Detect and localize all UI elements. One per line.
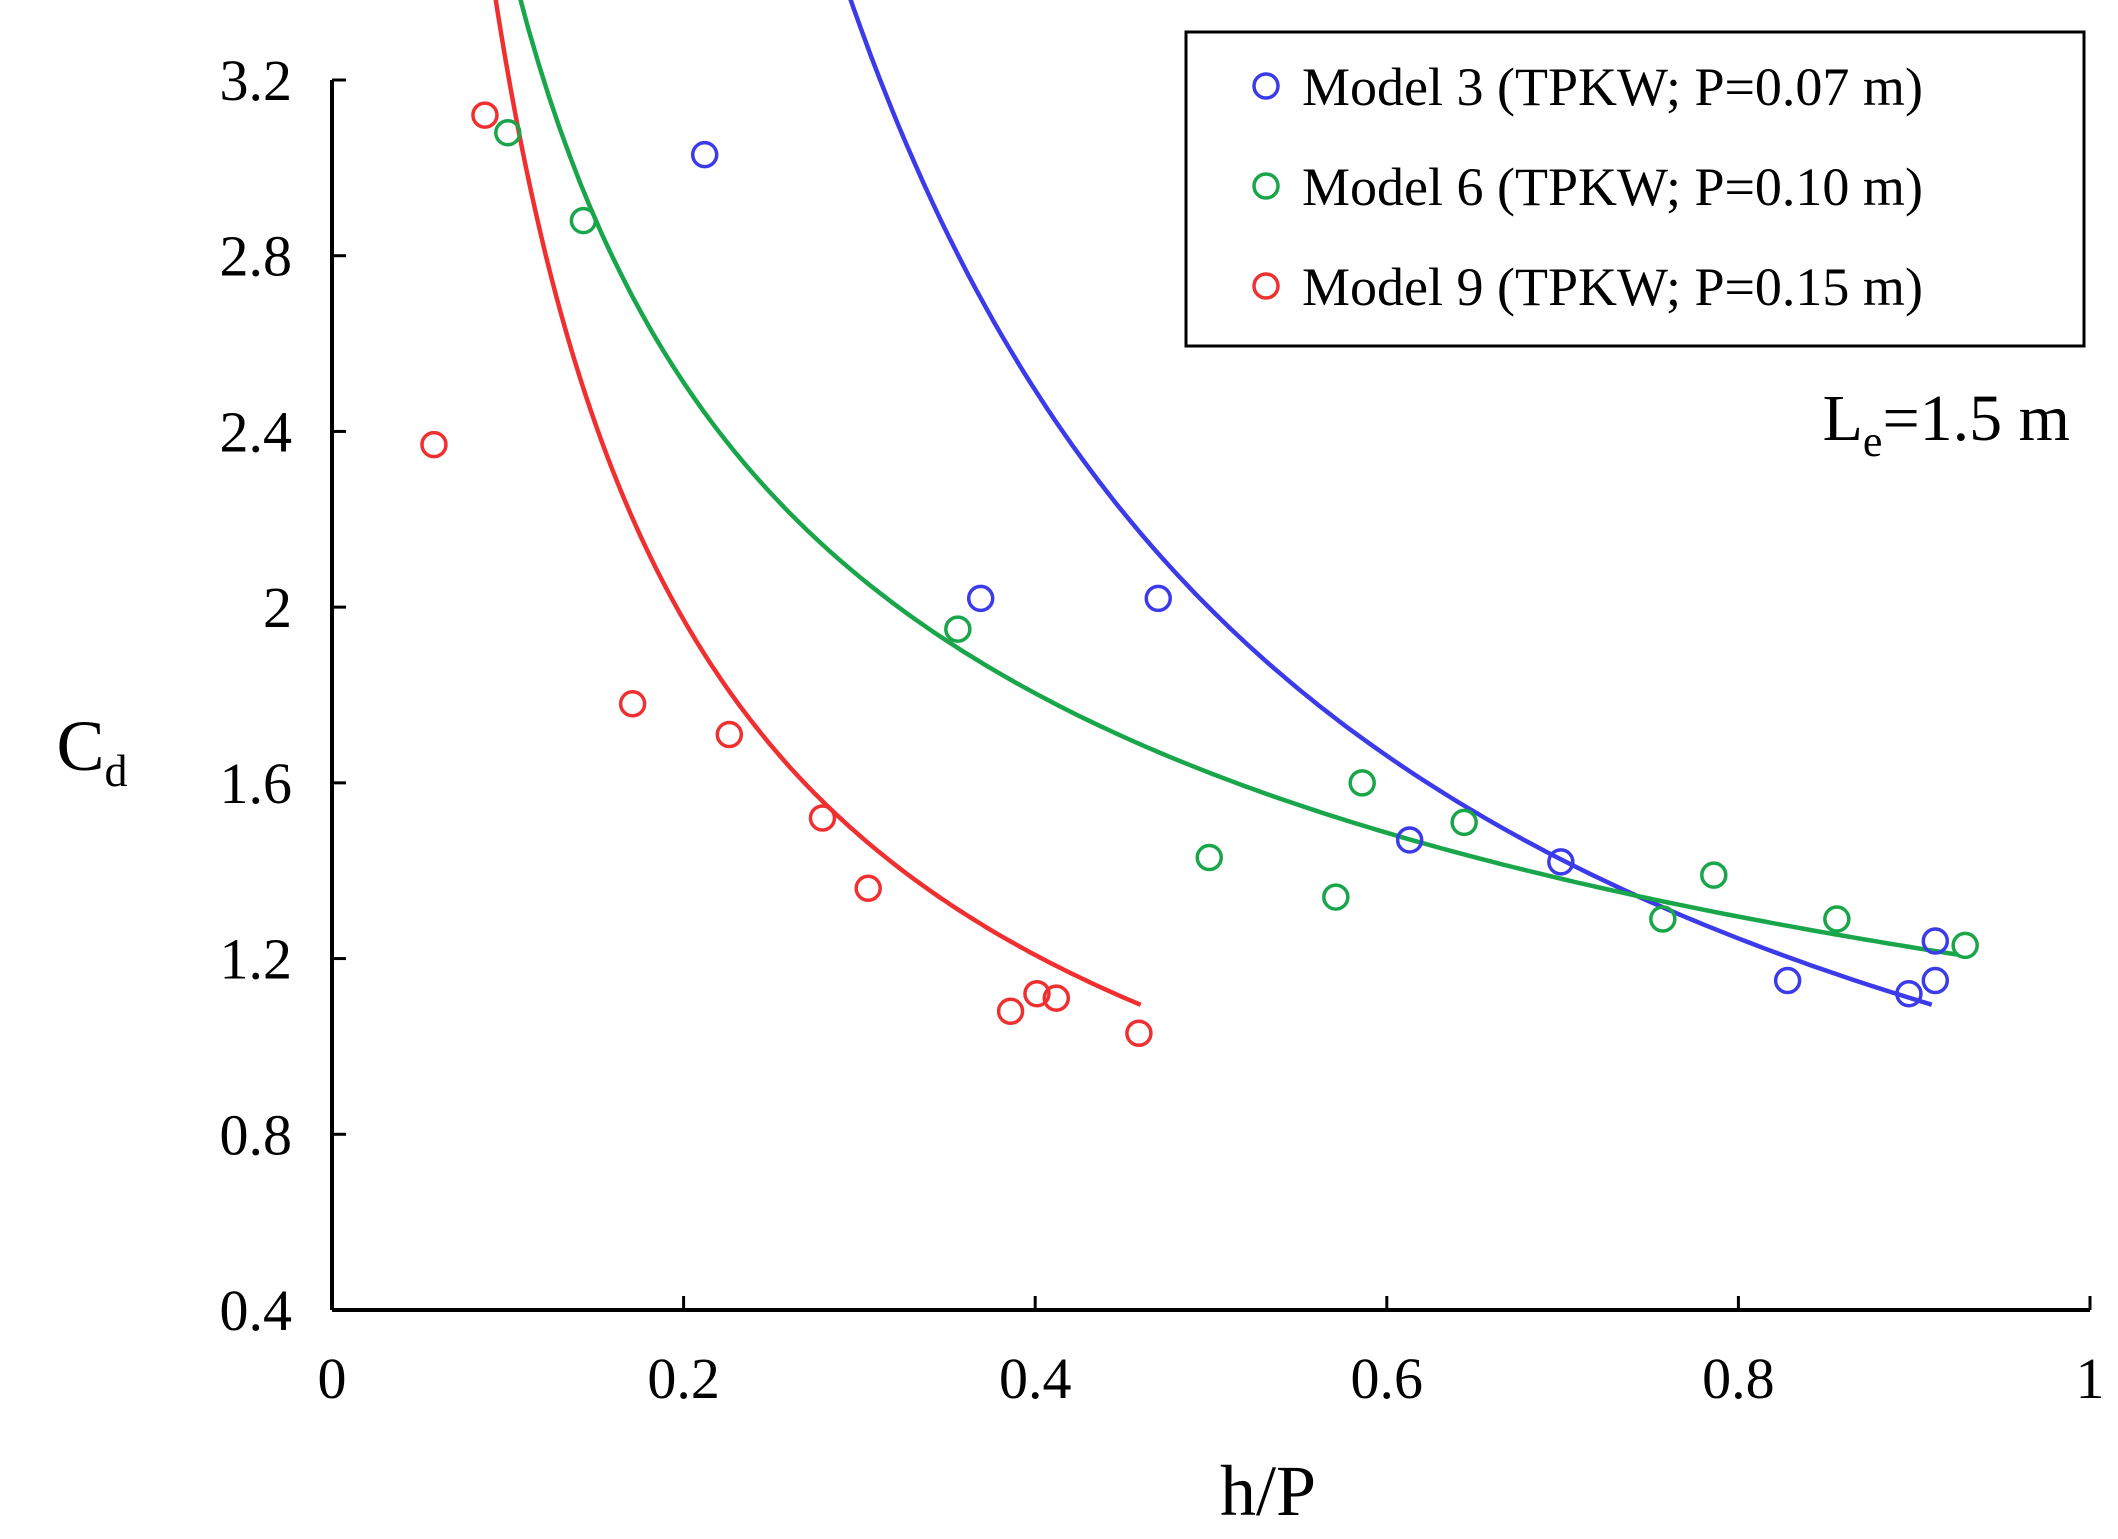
- data-point-series-3: [420, 430, 448, 459]
- y-tick-label: 0.8: [220, 1102, 293, 1167]
- le-annotation: Le=1.5 m: [1823, 382, 2070, 466]
- data-point-series-3: [1125, 1019, 1153, 1047]
- y-axis-title-main: C: [56, 706, 104, 786]
- legend-box: [1184, 30, 2086, 348]
- data-point-series-3: [1023, 979, 1051, 1008]
- data-point-series-3: [1042, 984, 1071, 1012]
- data-point-series-1: [1921, 966, 1950, 995]
- data-point-series-1: [1921, 927, 1950, 955]
- data-point-series-2: [494, 118, 522, 147]
- legend-items: Model 3 (TPKW; P=0.07 m) Model 6 (TPKW; P…: [1252, 57, 1923, 317]
- data-point-series-2: [944, 615, 972, 643]
- x-tick-label: 0.4: [999, 1346, 1072, 1411]
- data-point-series-2: [1649, 905, 1677, 933]
- legend-marker-series-3: [1252, 272, 1280, 300]
- x-tick-label: 1: [2076, 1346, 2105, 1411]
- legend-marker-series-1: [1252, 72, 1280, 100]
- fit-lines: [493, 0, 1959, 1007]
- y-tick-label: 1.2: [220, 927, 293, 992]
- y-tick-label: 3.2: [220, 48, 293, 113]
- y-ticks: 0.4 0.8 1.2 1.6 2 2.4 2.8 3.2: [220, 48, 346, 1343]
- data-point-series-3: [854, 874, 882, 903]
- le-annotation-value: =1.5 m: [1882, 382, 2070, 455]
- data-point-series-1: [1547, 848, 1575, 876]
- legend-marker-series-2: [1252, 172, 1280, 200]
- legend: Model 3 (TPKW; P=0.07 m) Model 6 (TPKW; P…: [1184, 30, 2086, 348]
- data-point-series-3: [471, 101, 499, 129]
- data-point-series-2: [1823, 905, 1851, 933]
- data-point-series-2: [569, 206, 598, 235]
- x-tick-label: 0.2: [647, 1346, 720, 1411]
- y-tick-label: 2.8: [220, 224, 293, 289]
- data-point-series-1: [966, 584, 995, 613]
- legend-label-series-2: Model 6 (TPKW; P=0.10 m): [1302, 157, 1923, 217]
- y-tick-label: 2.4: [220, 399, 293, 464]
- data-point-series-3: [808, 804, 837, 832]
- le-annotation-main: L: [1823, 382, 1863, 455]
- legend-label-series-3: Model 9 (TPKW; P=0.15 m): [1302, 257, 1923, 317]
- data-point-series-3: [715, 720, 744, 749]
- data-points: [420, 101, 1979, 1047]
- data-point-series-1: [1144, 584, 1173, 613]
- fit-line-series-3: [493, 0, 1142, 1007]
- legend-label-series-1: Model 3 (TPKW; P=0.07 m): [1302, 57, 1923, 117]
- data-point-series-1: [690, 140, 719, 169]
- x-tick-label: 0: [318, 1346, 347, 1411]
- data-point-series-2: [1348, 769, 1376, 797]
- x-tick-label: 0.6: [1351, 1346, 1424, 1411]
- x-ticks: 0 0.2 0.4 0.6 0.8 1: [318, 1296, 2105, 1411]
- x-axis-title: h/P: [1220, 1451, 1316, 1531]
- data-point-series-2: [1951, 931, 1979, 960]
- y-tick-label: 2: [263, 575, 292, 640]
- fit-line-series-2: [518, 0, 1959, 957]
- data-point-series-2: [1450, 808, 1478, 837]
- data-point-series-1: [1395, 826, 1424, 854]
- data-point-series-1: [1895, 979, 1923, 1008]
- data-point-series-3: [618, 690, 647, 718]
- data-point-series-2: [1195, 843, 1223, 872]
- y-tick-label: 1.6: [220, 751, 293, 816]
- le-annotation-subscript: e: [1863, 417, 1883, 466]
- data-point-series-1: [1773, 966, 1802, 995]
- y-tick-label: 0.4: [220, 1278, 293, 1343]
- fit-line-series-1: [848, 0, 1933, 1007]
- plot-area: 0 0.2 0.4 0.6 0.8 1 0.4 0.8 1.2 1.6 2 2.4 2.8 3.2: [220, 0, 2105, 1411]
- data-point-series-2: [1322, 883, 1350, 911]
- x-tick-label: 0.8: [1702, 1346, 1775, 1411]
- data-point-series-3: [996, 997, 1025, 1026]
- y-axis-title-subscript: d: [105, 745, 128, 796]
- data-point-series-2: [1700, 861, 1728, 889]
- y-axis-title: Cd: [56, 706, 127, 796]
